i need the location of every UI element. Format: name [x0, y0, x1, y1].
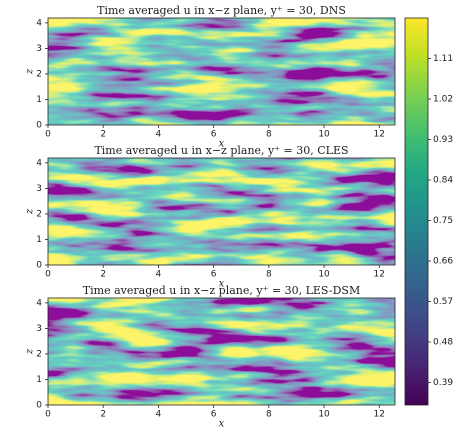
y-tick-label: 1 [36, 235, 42, 245]
x-tick-label: 4 [156, 130, 162, 140]
heatmap-field [48, 298, 395, 405]
y-axis-label: z [25, 208, 36, 215]
x-tick-label: 2 [100, 270, 106, 280]
x-axis-label: x [219, 279, 225, 290]
colorbar [404, 17, 429, 406]
chart-title: Time averaged u in x−z plane, y⁺ = 30, C… [94, 144, 348, 157]
y-axis-label: z [25, 348, 36, 355]
x-tick-label: 8 [266, 270, 272, 280]
y-tick-label: 0 [36, 261, 42, 271]
x-tick-label: 8 [266, 410, 272, 420]
heatmap-field [48, 18, 395, 125]
x-tick-label: 8 [266, 130, 272, 140]
x-tick-label: 2 [100, 410, 106, 420]
chart-title: Time averaged u in x−z plane, y⁺ = 30, D… [97, 4, 346, 17]
y-tick-label: 0 [36, 121, 42, 131]
x-tick-label: 4 [156, 270, 162, 280]
y-tick-label: 4 [36, 298, 42, 308]
x-tick-label: 10 [318, 270, 330, 280]
y-tick-label: 1 [36, 375, 42, 385]
colorbar-tick-label: 1.02 [433, 95, 453, 105]
x-tick-label: 2 [100, 130, 106, 140]
x-tick-label: 4 [156, 410, 162, 420]
y-tick-label: 3 [36, 324, 42, 334]
x-axis-label: x [219, 419, 225, 430]
x-tick-label: 0 [45, 130, 51, 140]
heatmap-field [48, 158, 395, 265]
colorbar-tick-label: 0.84 [433, 176, 453, 186]
colorbar-tick-label: 0.39 [433, 378, 453, 388]
x-tick-label: 12 [374, 270, 385, 280]
x-tick-label: 10 [318, 410, 330, 420]
y-tick-label: 4 [36, 158, 42, 168]
x-tick-label: 12 [374, 410, 385, 420]
colorbar-tick-label: 0.48 [433, 338, 453, 348]
x-tick-label: 12 [374, 130, 385, 140]
y-tick-label: 1 [36, 95, 42, 105]
colorbar-tick-label: 0.75 [433, 216, 453, 226]
y-tick-label: 3 [36, 44, 42, 54]
x-tick-label: 6 [211, 270, 217, 280]
x-tick-label: 0 [45, 270, 51, 280]
x-tick-label: 10 [318, 130, 330, 140]
plot-frame [47, 17, 396, 126]
x-tick-label: 6 [211, 410, 217, 420]
plot-frame [47, 157, 396, 266]
y-tick-label: 0 [36, 401, 42, 411]
y-tick-label: 2 [36, 349, 42, 359]
chart-title: Time averaged u in x−z plane, y⁺ = 30, L… [83, 284, 360, 297]
y-tick-label: 3 [36, 184, 42, 194]
x-tick-label: 0 [45, 410, 51, 420]
y-tick-label: 2 [36, 69, 42, 79]
x-tick-label: 6 [211, 130, 217, 140]
colorbar-tick-label: 0.66 [433, 257, 453, 267]
y-tick-label: 4 [36, 18, 42, 28]
plot-frame [47, 297, 396, 406]
colorbar-tick-label: 0.57 [433, 297, 453, 307]
colorbar-tick-label: 1.11 [433, 54, 453, 64]
x-axis-label: x [219, 139, 225, 150]
colorbar-tick-label: 0.93 [433, 135, 453, 145]
y-tick-label: 2 [36, 209, 42, 219]
y-axis-label: z [25, 68, 36, 75]
